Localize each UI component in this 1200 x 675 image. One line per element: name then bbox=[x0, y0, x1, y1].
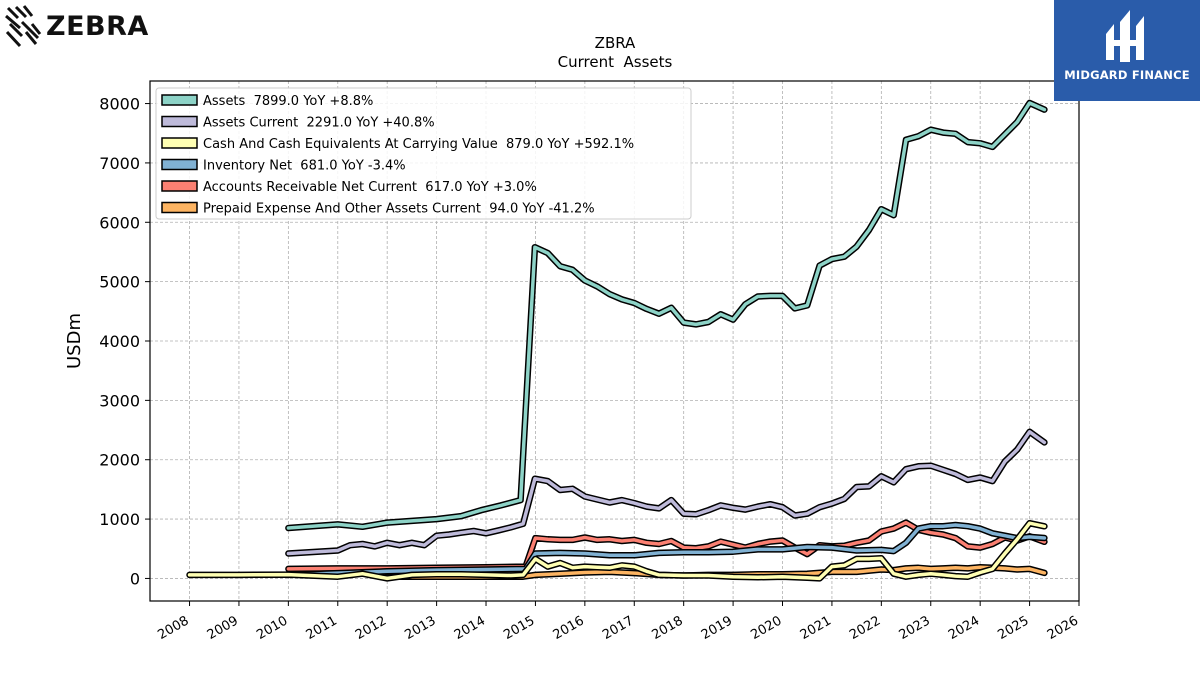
y-tick-label: 4000 bbox=[99, 332, 140, 351]
x-tick-label: 2015 bbox=[501, 613, 537, 643]
legend-box bbox=[155, 87, 692, 220]
x-tick-label: 2023 bbox=[897, 613, 933, 643]
series-line-cash-and-cash-equivalents-at-carrying-value bbox=[187, 521, 1047, 581]
y-tick-label: 0 bbox=[130, 569, 140, 588]
legend-entry: Assets 7899.0 YoY +8.8% bbox=[203, 94, 373, 109]
x-tick-label: 2022 bbox=[847, 613, 883, 643]
zebra-logo: ZEBRA bbox=[4, 4, 154, 50]
x-tick-label: 2012 bbox=[353, 613, 389, 643]
x-tick-label: 2016 bbox=[551, 613, 587, 643]
chart-subtitle: Current Assets bbox=[558, 53, 673, 71]
y-axis: 0 1000 2000 3000 4000 5000 6000 7000 8000 bbox=[99, 95, 150, 588]
midgard-finance-text: MIDGARD FINANCE bbox=[1064, 68, 1190, 82]
x-tick-label: 2018 bbox=[650, 613, 686, 643]
legend-swatch bbox=[161, 94, 198, 106]
zebra-logo-text: ZEBRA bbox=[46, 11, 149, 42]
legend-entry: Accounts Receivable Net Current 617.0 Yo… bbox=[203, 180, 537, 195]
y-tick-label: 5000 bbox=[99, 273, 140, 292]
y-tick-label: 6000 bbox=[99, 213, 140, 232]
legend-entry: Inventory Net 681.0 YoY -3.4% bbox=[203, 159, 406, 174]
x-tick-label: 2025 bbox=[995, 613, 1031, 643]
series-lines bbox=[186, 99, 1048, 582]
series-line-prepaid-expense-and-other-assets-current bbox=[385, 565, 1047, 579]
x-tick-label: 2024 bbox=[946, 613, 982, 643]
legend: Assets 7899.0 YoY +8.8% Assets Current 22… bbox=[155, 87, 692, 220]
y-tick-label: 3000 bbox=[99, 391, 140, 410]
x-tick-label: 2014 bbox=[452, 613, 488, 643]
x-tick-label: 2017 bbox=[600, 613, 636, 643]
chart-title: ZBRA bbox=[595, 34, 636, 52]
x-tick-label: 2026 bbox=[1045, 613, 1081, 643]
x-tick-label: 2013 bbox=[402, 613, 438, 643]
x-tick-label: 2010 bbox=[254, 613, 290, 643]
legend-swatch bbox=[161, 201, 198, 214]
series-line-assets bbox=[286, 101, 1047, 530]
midgard-emblem-icon bbox=[1106, 10, 1144, 62]
x-tick-label: 2021 bbox=[798, 613, 834, 643]
series-line-assets-current bbox=[286, 430, 1047, 556]
x-tick-label: 2011 bbox=[304, 613, 340, 643]
x-axis: 2008 2009 2010 2011 2012 2013 2014 2015 2016 2017… bbox=[155, 601, 1081, 643]
legend-entry: Prepaid Expense And Other Assets Current… bbox=[203, 202, 595, 217]
y-axis-label: USDm bbox=[64, 313, 85, 369]
y-tick-label: 7000 bbox=[99, 154, 140, 173]
series-line-accounts-receivable-net-current bbox=[286, 520, 1047, 571]
legend-swatch bbox=[161, 137, 198, 149]
midgard-finance-logo: MIDGARD FINANCE bbox=[1054, 0, 1200, 101]
y-tick-label: 1000 bbox=[99, 510, 140, 529]
zebra-head-icon bbox=[5, 5, 42, 48]
x-tick-label: 2008 bbox=[155, 613, 191, 643]
legend-swatch bbox=[161, 180, 198, 192]
x-tick-label: 2009 bbox=[205, 613, 241, 643]
legend-entry: Assets Current 2291.0 YoY +40.8% bbox=[203, 116, 435, 131]
legend-entry: Cash And Cash Equivalents At Carrying Va… bbox=[203, 137, 634, 152]
y-tick-label: 8000 bbox=[99, 95, 140, 114]
legend-swatch bbox=[161, 158, 198, 171]
legend-swatch bbox=[161, 115, 198, 128]
x-tick-label: 2020 bbox=[748, 613, 784, 643]
x-tick-label: 2019 bbox=[699, 613, 735, 643]
y-tick-label: 2000 bbox=[99, 451, 140, 470]
